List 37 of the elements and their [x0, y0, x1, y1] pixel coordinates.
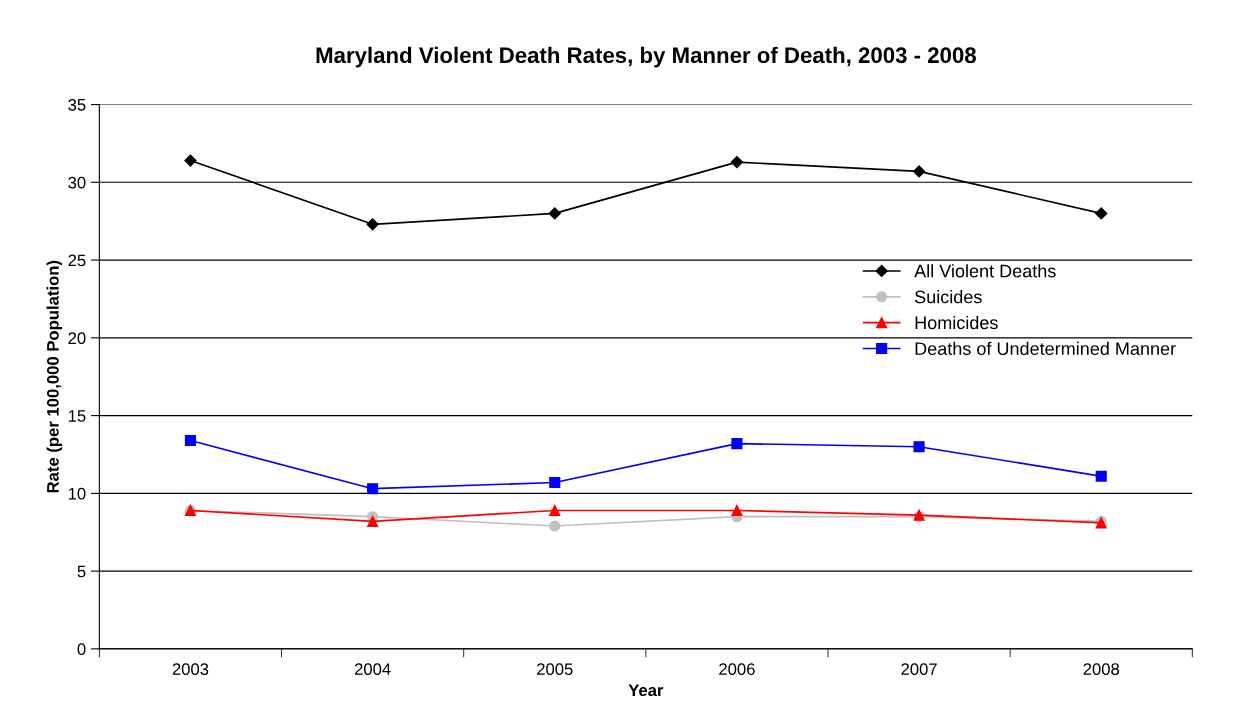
y-tick-label: 15 [68, 410, 86, 422]
y-tick-label: 30 [68, 176, 86, 189]
y-tick-label: 35 [68, 98, 86, 111]
point [730, 155, 744, 169]
legend-label: Deaths of Undetermined Manner [915, 341, 1176, 356]
point [366, 218, 379, 231]
legend-label: All Violent Deaths [914, 264, 1056, 278]
chart-title: Maryland Violent Death Rates, by Manner of Death, 2003 - 2008 [316, 46, 976, 68]
y-tick-label: 25 [68, 254, 86, 267]
point [549, 520, 561, 532]
x-tick-label: 2003 [172, 663, 209, 676]
point [184, 434, 196, 447]
x-tick-label: 2008 [1083, 663, 1120, 676]
y-tick-label: 10 [68, 487, 86, 500]
point [548, 207, 561, 220]
point [184, 154, 197, 167]
point [549, 476, 561, 489]
x-tick-label: 2004 [354, 663, 391, 676]
point [1095, 470, 1107, 482]
x-axis-title: Year [628, 684, 664, 697]
point [367, 515, 379, 527]
y-tick-label: 20 [68, 332, 86, 345]
point [913, 441, 925, 453]
point [731, 504, 743, 517]
x-tick-label: 2007 [901, 663, 937, 676]
x-tick-label: 2005 [537, 663, 573, 676]
point [912, 165, 926, 178]
point [1095, 207, 1108, 220]
y-tick-label: 0 [77, 643, 86, 656]
point [731, 438, 743, 450]
legend-label: Suicides [914, 290, 982, 304]
x-tick-label: 2006 [719, 663, 755, 676]
y-tick-label: 5 [77, 565, 86, 578]
point [549, 504, 561, 517]
y-axis-title: Rate (per 100,000 Population) [46, 260, 63, 493]
point [367, 483, 379, 495]
legend-label: Homicides [915, 315, 998, 330]
